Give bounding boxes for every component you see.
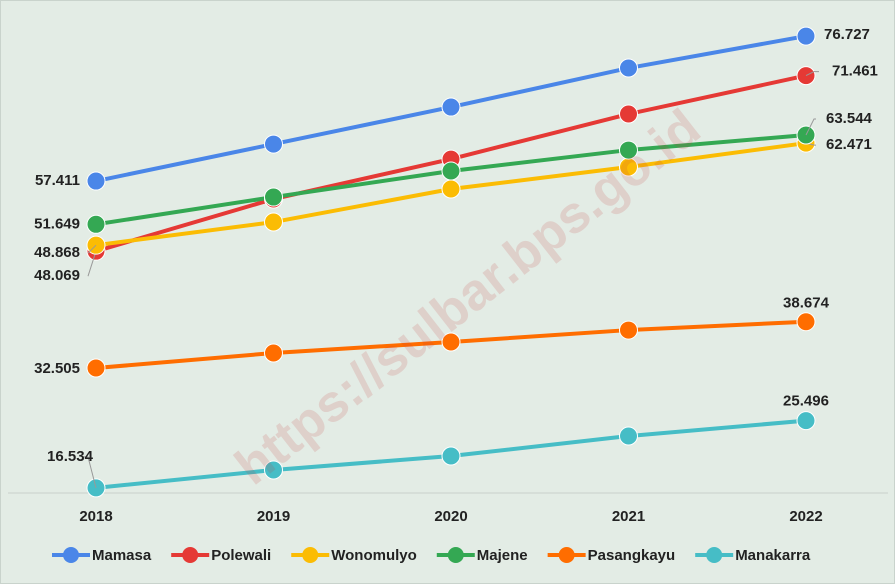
data-point (619, 320, 638, 340)
data-point (796, 312, 816, 332)
data-point (441, 179, 461, 199)
data-label: 16.534 (47, 448, 94, 465)
label-leader (87, 244, 97, 254)
plot: 2018 2019 2020 2021 2022 57.411 76.727 48.069 71… (34, 26, 878, 564)
legend-label: Polewali (211, 547, 271, 564)
data-point (264, 187, 283, 207)
data-label: 32.505 (34, 360, 80, 377)
data-label: 38.674 (783, 295, 830, 312)
x-tick-label: 2020 (434, 508, 467, 525)
legend-label: Wonomulyo (331, 547, 417, 564)
data-point (264, 212, 283, 232)
x-tick-label: 2019 (257, 508, 290, 525)
data-point (619, 58, 638, 78)
data-point (796, 411, 816, 431)
x-tick-label: 2018 (79, 508, 112, 525)
data-point (264, 343, 283, 363)
legend-label: Mamasa (92, 547, 152, 564)
data-point (796, 26, 816, 46)
legend-marker (706, 547, 723, 563)
label-leader (805, 71, 819, 77)
legend-marker (302, 547, 319, 563)
data-label: 57.411 (35, 172, 80, 189)
data-point (441, 446, 461, 466)
legend-marker (63, 547, 79, 563)
data-label: 63.544 (826, 110, 873, 127)
data-point (86, 171, 106, 191)
data-point (441, 97, 461, 117)
label-leader (805, 118, 816, 136)
data-point (619, 104, 638, 124)
legend-marker (182, 547, 199, 563)
label-leader (83, 456, 97, 489)
data-point (619, 140, 638, 160)
legend-label: Majene (477, 547, 528, 564)
data-point (441, 161, 461, 181)
data-label: 71.461 (832, 63, 878, 80)
data-label: 25.496 (783, 393, 829, 410)
data-point (441, 332, 461, 352)
x-tick-label: 2021 (612, 508, 645, 525)
data-label: 51.649 (34, 215, 80, 232)
data-point (264, 460, 283, 480)
data-label: 48.868 (34, 244, 80, 261)
legend-marker (447, 547, 464, 563)
legend-label: Manakarra (735, 547, 811, 564)
legend-marker (558, 547, 575, 563)
data-point (86, 358, 106, 378)
data-point (264, 134, 283, 154)
label-leader (87, 251, 97, 277)
data-point (619, 426, 638, 446)
data-point (86, 214, 106, 234)
data-label: 62.471 (826, 136, 872, 153)
x-tick-label: 2022 (789, 508, 822, 525)
legend-label: Pasangkayu (588, 547, 676, 564)
data-label: 76.727 (824, 26, 870, 43)
data-label: 48.069 (34, 267, 80, 284)
